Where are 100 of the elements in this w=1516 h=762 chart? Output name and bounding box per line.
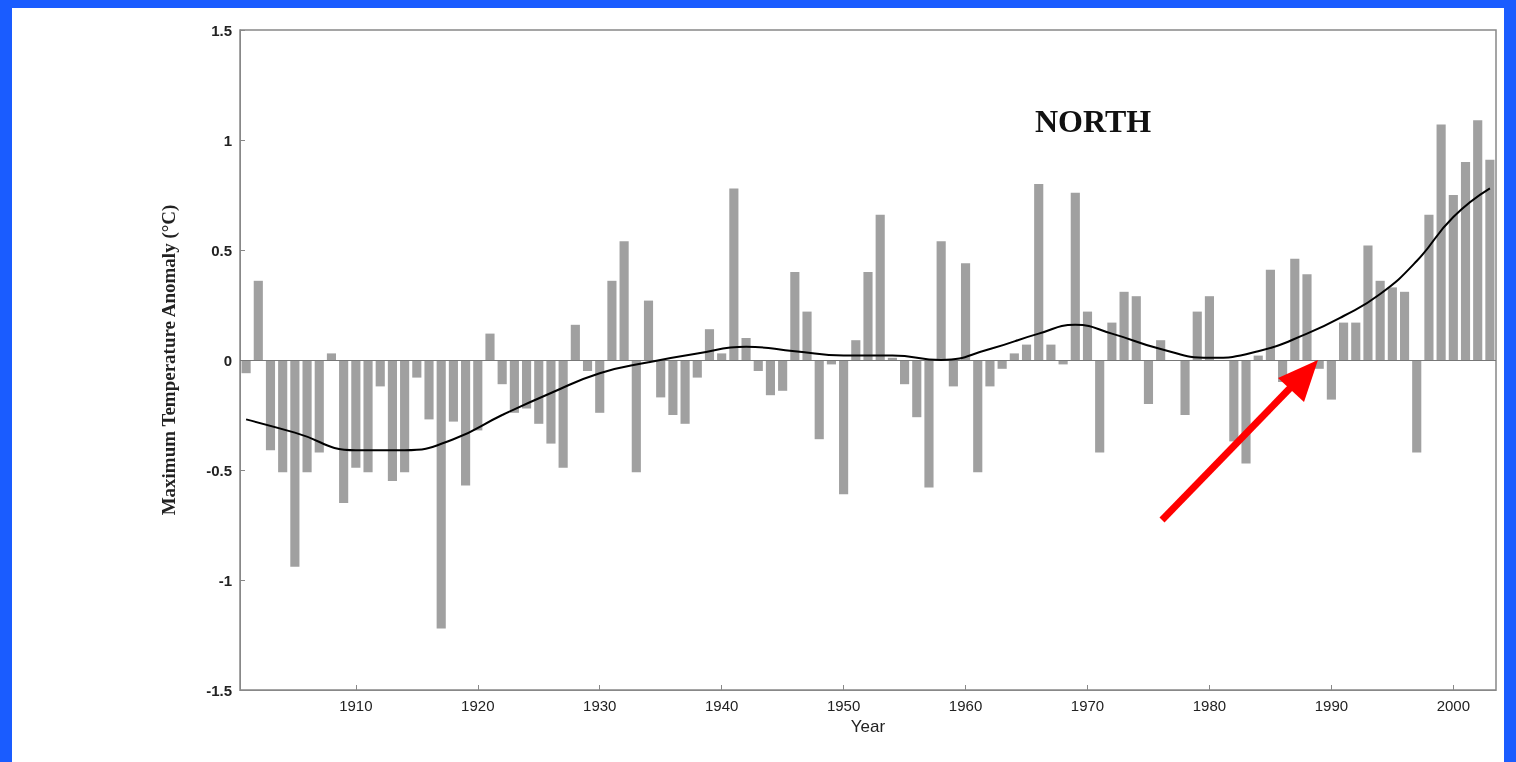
bar <box>1107 322 1117 360</box>
bar <box>1375 280 1385 360</box>
bar <box>387 360 397 481</box>
bar <box>595 360 605 413</box>
bar <box>607 280 617 360</box>
bar <box>1351 322 1361 360</box>
bar <box>765 360 776 396</box>
bar <box>302 360 312 473</box>
bar <box>1095 360 1105 453</box>
x-tick-label: 1950 <box>826 697 861 714</box>
bar <box>802 311 812 360</box>
bar <box>314 360 324 453</box>
bar <box>448 360 458 422</box>
bar <box>656 360 666 398</box>
bar <box>778 360 788 391</box>
bar <box>1204 296 1215 360</box>
bar <box>1363 245 1373 360</box>
bar <box>704 329 715 360</box>
bar <box>1180 360 1190 415</box>
bar <box>668 360 678 415</box>
bar <box>863 272 873 360</box>
bar <box>1253 355 1263 360</box>
bar <box>985 360 995 387</box>
bar <box>643 300 654 360</box>
bar <box>1326 360 1336 400</box>
bar <box>1131 296 1141 360</box>
bar <box>424 360 434 420</box>
x-tick-label: 1910 <box>339 697 373 714</box>
text: NORTH <box>1035 103 1152 139</box>
y-tick-label: 0.5 <box>211 241 232 259</box>
bar <box>326 353 337 360</box>
bar <box>1424 214 1434 360</box>
bar <box>960 263 971 360</box>
bar <box>814 360 824 440</box>
bar <box>1399 291 1410 360</box>
bar <box>1034 184 1044 360</box>
bar <box>1460 162 1471 360</box>
x-tick-label: 1970 <box>1070 697 1105 714</box>
bar <box>485 333 495 360</box>
x-tick-label: 1930 <box>583 697 617 714</box>
y-tick-label: 1.5 <box>211 21 232 39</box>
bar <box>558 360 568 468</box>
x-tick-label: 1940 <box>704 697 739 714</box>
bar <box>375 360 385 387</box>
y-axis-title: Maximum Temperature Anomaly (°C) <box>158 204 180 516</box>
bar <box>473 360 483 431</box>
y-tick-label: 1 <box>223 131 232 149</box>
bar <box>717 353 727 360</box>
bar <box>1473 120 1483 360</box>
bar <box>1046 344 1056 360</box>
bar <box>900 360 910 385</box>
y-tick-label: 0 <box>223 351 232 369</box>
bar <box>1412 360 1422 453</box>
bar <box>1229 360 1239 442</box>
line-series <box>245 187 1491 452</box>
bar <box>692 360 702 378</box>
x-axis-title: Year <box>850 717 886 736</box>
bar <box>363 360 373 473</box>
bar <box>1436 124 1446 360</box>
bar <box>521 360 532 409</box>
bar <box>1119 291 1129 360</box>
bar <box>1290 258 1300 360</box>
bar <box>400 360 410 473</box>
bar <box>1302 274 1312 360</box>
bar <box>546 360 556 444</box>
bar <box>1448 195 1458 360</box>
bar <box>973 360 983 473</box>
bar <box>509 360 519 413</box>
x-tick-label: 1920 <box>461 697 495 714</box>
bar <box>741 338 751 360</box>
bar <box>412 360 422 378</box>
bar <box>1485 159 1495 360</box>
bar <box>729 188 739 360</box>
bar <box>631 360 641 473</box>
bar <box>570 324 580 360</box>
x-tick-label: 1990 <box>1314 697 1349 714</box>
bar <box>1009 353 1019 360</box>
bar <box>1265 269 1275 360</box>
x-tick-label: 1980 <box>1192 697 1227 714</box>
y-tick-label: -1.5 <box>206 681 232 699</box>
bar <box>680 360 690 424</box>
bar <box>948 360 958 387</box>
bar <box>839 360 849 495</box>
bar <box>253 280 263 360</box>
bar <box>1143 360 1154 404</box>
bar <box>1339 322 1349 360</box>
bar <box>339 360 349 503</box>
bar <box>265 360 276 451</box>
bar <box>1241 360 1251 464</box>
bar <box>290 360 300 567</box>
x-tick-label: 2000 <box>1436 697 1471 714</box>
bar <box>461 360 471 486</box>
y-tick-label: -0.5 <box>206 461 232 479</box>
bar <box>1387 287 1397 360</box>
bar <box>851 340 861 360</box>
bar <box>497 360 507 385</box>
bar <box>1070 192 1080 360</box>
bar <box>278 360 288 473</box>
bar <box>936 241 946 360</box>
bar <box>436 360 446 629</box>
